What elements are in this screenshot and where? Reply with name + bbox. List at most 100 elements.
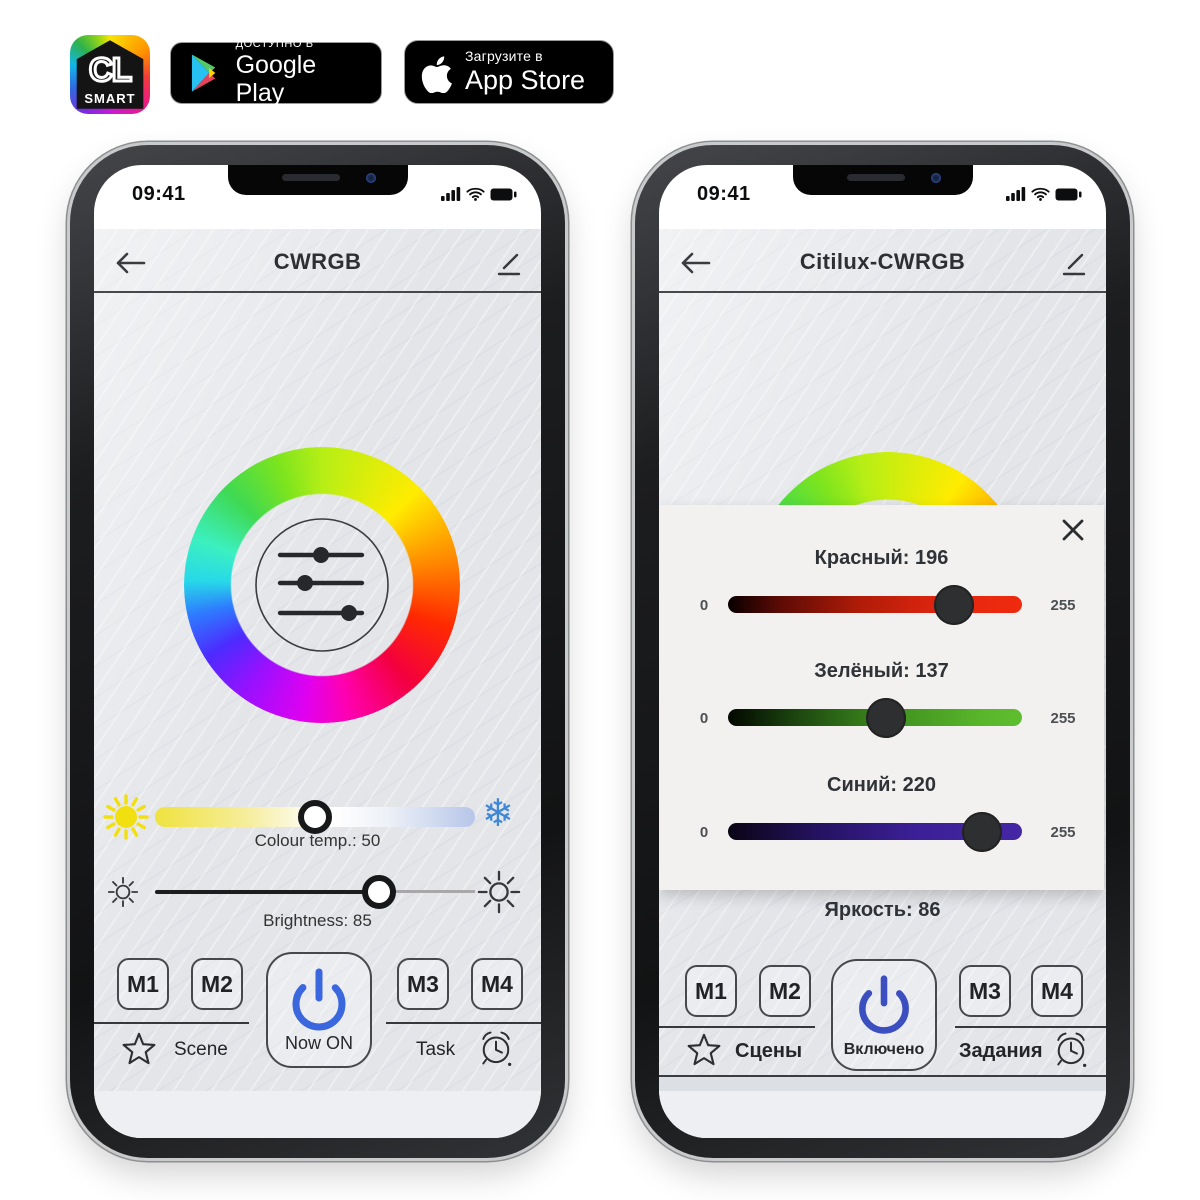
memory-button-m2[interactable]: M2 — [191, 958, 243, 1010]
app-bar: Citilux-CWRGB — [659, 229, 1106, 293]
close-icon[interactable] — [1060, 517, 1086, 543]
cellular-signal-icon — [1006, 187, 1026, 201]
tab-divider-right — [955, 1026, 1106, 1028]
app-store-tagline: Загрузите в — [465, 48, 543, 65]
tab-scene[interactable]: Scene — [174, 1039, 228, 1060]
phone-right: 09:41 — [635, 145, 1130, 1158]
task-alarm-icon[interactable] — [1051, 1028, 1091, 1075]
app-area-right: Citilux-CWRGB Красный: 196 0 255 Зелё — [659, 229, 1106, 1091]
edit-icon[interactable] — [1060, 249, 1088, 277]
red-slider-min: 0 — [699, 597, 709, 614]
tab-task[interactable]: Task — [416, 1039, 456, 1060]
status-time: 09:41 — [132, 183, 186, 205]
bottom-divider — [659, 1075, 1106, 1078]
phone-left: 09:41 — [70, 145, 565, 1158]
app-store-badge[interactable]: Загрузите в App Store — [404, 40, 614, 104]
brightness-high-icon — [476, 869, 522, 920]
phone-right-screen: 09:41 — [659, 165, 1106, 1138]
red-slider-track[interactable] — [728, 596, 1022, 613]
status-icons — [1006, 187, 1082, 201]
colour-temp-knob[interactable] — [298, 800, 332, 834]
scene-star-icon[interactable] — [685, 1032, 723, 1075]
cl-smart-logo-text: CL — [88, 50, 134, 90]
power-button[interactable]: Now ON — [266, 952, 372, 1068]
phone-notch — [792, 165, 973, 195]
brightness-label: Brightness: 85 — [263, 911, 372, 930]
green-slider-min: 0 — [699, 710, 709, 727]
screen-bottom-strip — [94, 1091, 541, 1138]
status-time: 09:41 — [697, 183, 751, 205]
screen-bottom-strip — [659, 1091, 1106, 1138]
rgb-modal: Красный: 196 0 255 Зелёный: 137 0 255 Си… — [659, 505, 1104, 890]
green-slider-knob[interactable] — [865, 698, 906, 738]
tab-divider-right — [386, 1022, 541, 1024]
blue-slider-max: 255 — [1050, 824, 1076, 841]
page-title: Citilux-CWRGB — [799, 249, 966, 274]
power-icon — [854, 973, 914, 1042]
edit-icon[interactable] — [495, 249, 523, 277]
back-button[interactable] — [679, 251, 711, 275]
red-slider-knob[interactable] — [933, 585, 974, 625]
blue-slider-track[interactable] — [728, 823, 1022, 840]
phone-notch — [227, 165, 408, 195]
red-slider-label: Красный: 196 — [814, 547, 949, 569]
battery-icon — [1055, 188, 1082, 201]
tab-scenes[interactable]: Сцены — [735, 1040, 803, 1062]
power-state-label: Включено — [843, 1041, 925, 1058]
rgb-mixer-button[interactable] — [254, 517, 390, 658]
page-title: CWRGB — [273, 249, 362, 274]
blue-slider-label: Синий: 220 — [827, 774, 936, 796]
scene-star-icon[interactable] — [120, 1031, 158, 1074]
app-bar: CWRGB — [94, 229, 541, 293]
task-alarm-icon[interactable] — [476, 1027, 516, 1074]
cl-smart-logo: CL SMART — [70, 35, 150, 114]
google-play-tagline: ДОСТУПНО В — [235, 37, 314, 50]
google-play-store-name: Google Play — [235, 50, 317, 108]
power-icon — [288, 966, 350, 1039]
memory-button-m3[interactable]: M3 — [959, 965, 1011, 1017]
tab-divider-left — [659, 1026, 815, 1028]
speaker-slot — [281, 174, 340, 181]
snowflake-icon: ❄ — [482, 793, 514, 835]
green-slider-label: Зелёный: 137 — [814, 660, 949, 682]
app-area-left: CWRGB — [94, 229, 541, 1091]
apple-icon — [421, 56, 452, 93]
bottom-band — [659, 1077, 1106, 1091]
memory-button-m4[interactable]: M4 — [1031, 965, 1083, 1017]
phone-left-screen: 09:41 — [94, 165, 541, 1138]
warm-sun-icon — [102, 793, 150, 846]
power-state-label: Now ON — [284, 1033, 353, 1053]
google-play-badge[interactable]: ДОСТУПНО В Google Play — [170, 38, 382, 107]
memory-button-m1[interactable]: M1 — [685, 965, 737, 1017]
front-camera — [365, 173, 376, 183]
app-store-store-name: App Store — [465, 64, 586, 95]
memory-button-m3[interactable]: M3 — [397, 958, 449, 1010]
blue-slider-min: 0 — [699, 824, 709, 841]
back-button[interactable] — [114, 251, 146, 275]
status-icons — [441, 187, 517, 201]
memory-button-m4[interactable]: M4 — [471, 958, 523, 1010]
brightness-value-label: Яркость: 86 — [824, 899, 941, 921]
brightness-knob[interactable] — [362, 875, 396, 909]
green-slider-max: 255 — [1050, 710, 1076, 727]
battery-icon — [490, 188, 517, 201]
red-slider-max: 255 — [1050, 597, 1076, 614]
google-play-icon — [191, 54, 216, 92]
tab-divider-left — [94, 1022, 249, 1024]
brightness-slider-filled[interactable] — [155, 890, 378, 894]
speaker-slot — [846, 174, 905, 181]
tab-tasks[interactable]: Задания — [959, 1040, 1043, 1062]
wifi-icon — [466, 187, 485, 201]
brightness-slider-rest[interactable] — [378, 890, 475, 893]
brightness-low-icon — [106, 875, 140, 914]
blue-slider-knob[interactable] — [961, 812, 1002, 852]
memory-button-m1[interactable]: M1 — [117, 958, 169, 1010]
colour-temp-label: Colour temp.: 50 — [254, 831, 381, 850]
cellular-signal-icon — [441, 187, 461, 201]
memory-button-m2[interactable]: M2 — [759, 965, 811, 1017]
cl-smart-logo-subtext: SMART — [84, 91, 136, 106]
power-button[interactable]: Включено — [831, 959, 937, 1071]
front-camera — [930, 173, 941, 183]
wifi-icon — [1031, 187, 1050, 201]
